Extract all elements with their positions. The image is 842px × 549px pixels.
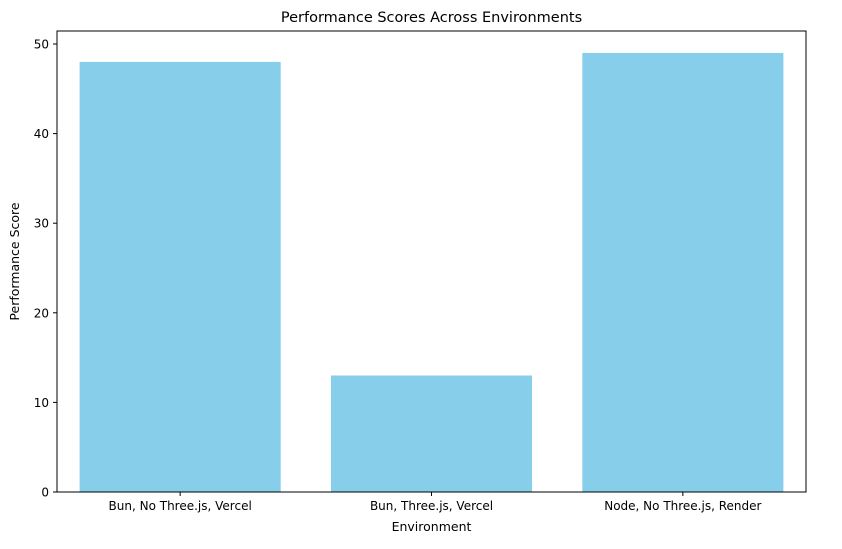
y-tick-label: 0 <box>41 486 49 500</box>
y-tick-label: 10 <box>34 396 49 410</box>
bar-2 <box>330 375 533 492</box>
bars-layer <box>79 52 784 492</box>
y-tick-label: 30 <box>34 217 49 231</box>
x-axis-label: Environment <box>392 519 472 534</box>
y-tick-label: 50 <box>34 37 49 51</box>
y-axis-label: Performance Score <box>7 202 22 321</box>
chart-title: Performance Scores Across Environments <box>281 10 582 26</box>
x-tick-label: Node, No Three.js, Render <box>604 499 761 513</box>
plot-frame <box>56 30 807 493</box>
y-axis-ticks: 0 10 20 30 40 50 <box>34 37 57 500</box>
bar-3 <box>582 52 784 492</box>
bar-1 <box>79 61 281 492</box>
x-tick-label: Bun, No Three.js, Vercel <box>109 499 252 513</box>
x-tick-label: Bun, Three.js, Vercel <box>370 499 493 513</box>
y-tick-label: 20 <box>34 306 49 320</box>
x-axis-ticks: Bun, No Three.js, Vercel Bun, Three.js, V… <box>109 492 762 513</box>
y-tick-label: 40 <box>34 127 49 141</box>
